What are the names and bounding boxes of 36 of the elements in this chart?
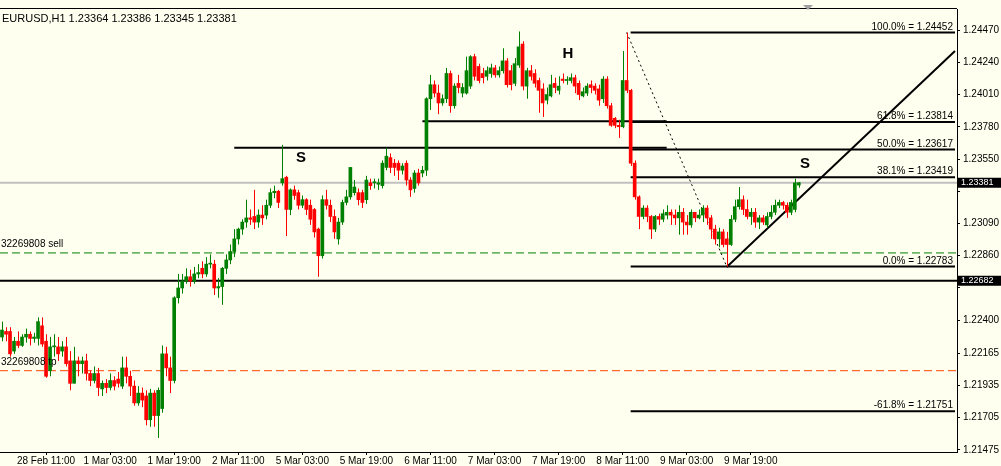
ref-line-label: 1.22682 <box>961 275 994 286</box>
x-tick-label: 7 Mar 03:00 <box>467 454 522 466</box>
chart-title: EURUSD,H1 1.23364 1.23386 1.23345 1.23381 <box>2 12 237 24</box>
y-tick-label: 1.23780 <box>963 120 1000 132</box>
y-tick-label: 1.21705 <box>963 411 1000 423</box>
annotation: -61.8% = 1.21751 <box>873 399 954 411</box>
y-tick-label: 1.22860 <box>963 249 1000 261</box>
y-tick-label: 1.23550 <box>963 152 1000 164</box>
x-tick-label: 9 Mar 03:00 <box>660 454 714 466</box>
x-tick-label: 1 Mar 03:00 <box>83 454 138 466</box>
x-tick-label: 2 Mar 11:00 <box>211 454 265 466</box>
x-tick-label: 7 Mar 19:00 <box>531 454 586 466</box>
x-tick-label: 5 Mar 19:00 <box>339 454 394 466</box>
annotation: 100.0% = 1.24452 <box>871 20 954 32</box>
x-tick-label: 5 Mar 03:00 <box>275 454 330 466</box>
y-tick-label: 1.21475 <box>963 443 1000 455</box>
x-tick-label: 9 Mar 19:00 <box>724 454 778 466</box>
y-tick-label: 1.24010 <box>963 88 1000 100</box>
annotation: H <box>562 44 574 61</box>
y-tick-label: 1.23090 <box>963 217 1000 229</box>
x-tick-label: 8 Mar 11:00 <box>596 454 650 466</box>
y-tick-label: 1.24240 <box>963 56 1000 68</box>
x-tick-label: 6 Mar 11:00 <box>404 454 458 466</box>
annotation: 38.1% = 1.23419 <box>877 165 954 177</box>
annotation: S <box>799 154 811 171</box>
annotation: S <box>295 148 307 165</box>
y-tick-label: 1.21935 <box>963 379 1000 391</box>
ref-line-label: 32269808 sell <box>1 237 64 249</box>
x-tick-label: 28 Feb 11:00 <box>16 454 76 466</box>
y-tick-label: 1.22400 <box>963 313 1000 325</box>
annotation: 50.0% = 1.23617 <box>877 137 954 149</box>
ref-line-label: 1.23381 <box>961 177 994 188</box>
x-tick-label: 1 Mar 19:00 <box>147 454 202 466</box>
annotation: 0.0% = 1.22783 <box>882 254 954 266</box>
y-tick-label: 1.22165 <box>963 346 1000 358</box>
y-tick-label: 1.24470 <box>963 23 1000 35</box>
